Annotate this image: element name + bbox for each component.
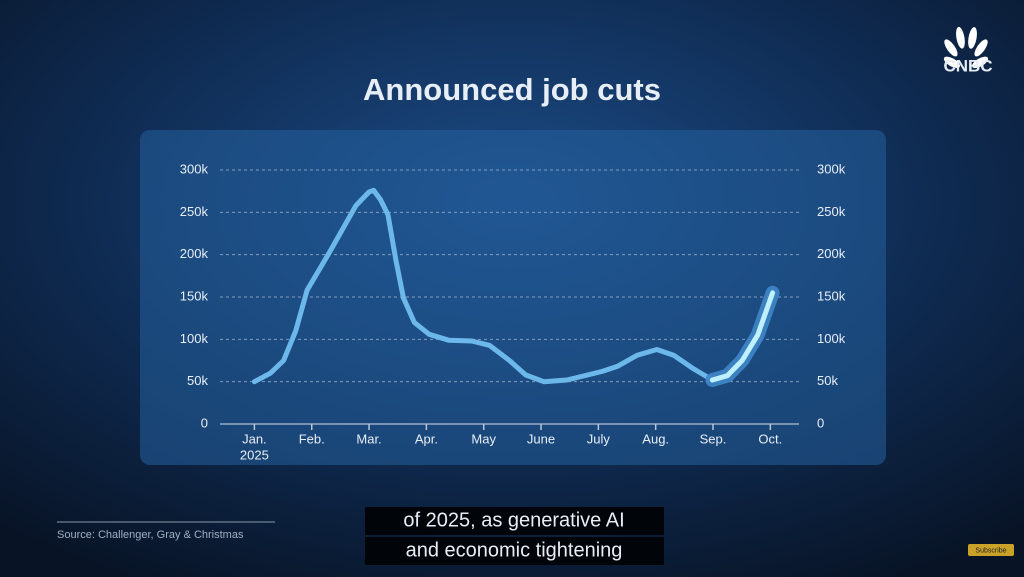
y2-tick-label: 250k	[817, 204, 846, 219]
caption-box	[365, 537, 664, 565]
source: Source: Challenger, Gray & Christmas	[57, 529, 244, 541]
y2-tick-label: 50k	[817, 373, 838, 388]
x-tick-label: June	[527, 431, 555, 446]
y2-tick-label: 300k	[817, 161, 846, 176]
y-tick-label: 50k	[187, 373, 208, 388]
x-tick-label: Mar.	[356, 431, 381, 446]
subscribe-text[interactable]: Subscribe	[975, 547, 1006, 554]
x-tick-label: May	[471, 431, 496, 446]
x-tick-label: Feb.	[299, 431, 325, 446]
y-tick-label: 300k	[180, 161, 209, 176]
plot: 0 50k 100k 150k 200k 250k 300k 0 50k 100k 150k 200k…	[180, 161, 846, 462]
y-tick-label: 150k	[180, 288, 209, 303]
y2-tick-label: 150k	[817, 288, 846, 303]
x-tick-label: Oct.	[758, 431, 782, 446]
y-tick-label: 100k	[180, 331, 209, 346]
y-tick-label: 0	[201, 415, 208, 430]
y2-tick-label: 0	[817, 415, 824, 430]
chart-panel	[140, 130, 886, 465]
chart-title: Announced job cuts	[363, 72, 661, 107]
y-tick-label: 250k	[180, 204, 209, 219]
x-tick-label: Apr.	[415, 431, 438, 446]
subscribe-button[interactable]	[968, 544, 1014, 556]
x-tick-label: Sep.	[700, 431, 727, 446]
cnbc-logo: CNBC	[943, 26, 993, 75]
x-tick-label: July	[587, 431, 611, 446]
y2-tick-label: 100k	[817, 331, 846, 346]
y-tick-label: 200k	[180, 246, 209, 261]
caption-box	[365, 507, 664, 535]
caption-line: of 2025, as generative AI	[403, 509, 624, 531]
caption-line: and economic tightening	[406, 539, 623, 561]
highlight-line	[709, 290, 776, 383]
x-tick-label: Jan.	[242, 431, 267, 446]
x-tick-year: 2025	[240, 447, 269, 462]
y2-tick-label: 200k	[817, 246, 846, 261]
logo-text: CNBC	[943, 56, 992, 75]
line	[251, 187, 776, 385]
x-tick-label: Aug.	[642, 431, 669, 446]
